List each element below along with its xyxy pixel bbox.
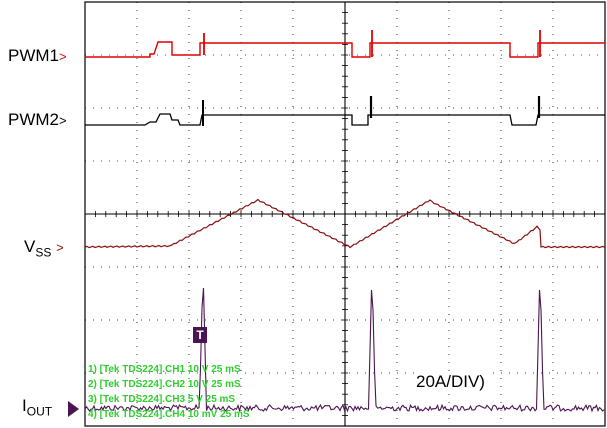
pwm1-trace (85, 41, 605, 58)
iout-label: IOUT (22, 397, 52, 420)
vss-arrow-icon: > (56, 240, 64, 255)
iout-ground-marker-icon (68, 401, 79, 417)
vss-label-main: V (24, 237, 36, 256)
pwm2-label: PWM2> (8, 111, 67, 129)
channel-info-line: 4) [Tek TDS224].CH4 10 mV 25 mS (88, 409, 250, 420)
traces (84, 30, 606, 413)
pwm1-label: PWM1> (8, 47, 67, 65)
channel-info-line: 2) [Tek TDS224].CH2 10 V 25 mS (88, 379, 241, 390)
channel-info-line: 1) [Tek TDS224].CH1 10 V 25 mS (88, 364, 241, 375)
trigger-marker: T (193, 327, 207, 343)
iout-label-main: I (22, 396, 27, 415)
vss-label: VSS > (24, 238, 64, 261)
iout-label-sub: OUT (26, 404, 53, 419)
channel-info-line: 3) [Tek TDS224].CH3 5 V 25 mS (88, 394, 236, 405)
pwm2-label-text: PWM2 (8, 110, 59, 129)
pwm1-arrow-icon: > (59, 49, 67, 64)
vss-label-sub: SS (35, 245, 52, 260)
iout-trace (84, 287, 605, 413)
pwm1-label-text: PWM1 (8, 46, 59, 65)
vss-trace (84, 198, 606, 249)
center-ticks (84, 1, 606, 427)
pwm2-trace (85, 113, 605, 126)
channel-info-block: 1) [Tek TDS224].CH1 10 V 25 mS 2) [Tek T… (88, 362, 250, 422)
scale-annotation: 20A/DIV) (414, 372, 487, 392)
pwm2-arrow-icon: > (59, 113, 67, 128)
